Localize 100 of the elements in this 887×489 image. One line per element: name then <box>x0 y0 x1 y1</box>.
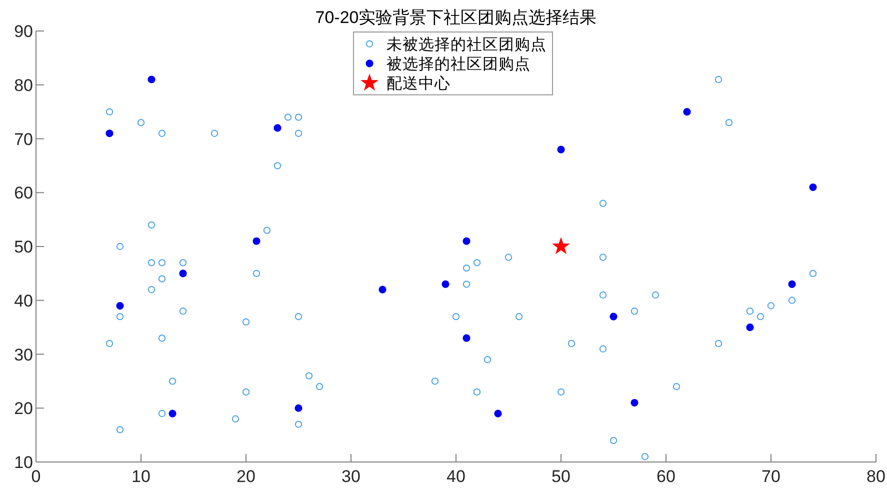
point <box>599 254 607 261</box>
point <box>610 312 618 320</box>
point <box>452 312 460 320</box>
point <box>809 270 817 278</box>
legend-label: 配送中心 <box>386 74 450 92</box>
point <box>294 130 302 137</box>
point <box>599 200 607 207</box>
point <box>378 286 386 294</box>
y-tick-label: 20 <box>14 399 33 418</box>
point <box>630 308 638 315</box>
x-tick-label: 0 <box>31 467 41 486</box>
point <box>168 410 176 418</box>
x-tick-label: 40 <box>446 467 466 486</box>
point <box>232 415 240 422</box>
point <box>158 275 166 282</box>
point <box>504 254 512 261</box>
point <box>284 114 292 121</box>
chart-title: 70-20实验背景下社区团购点选择结果 <box>315 8 597 27</box>
point <box>462 237 470 245</box>
point <box>158 410 166 418</box>
point <box>137 118 145 126</box>
point <box>809 183 817 192</box>
legend-label: 被选择的社区团购点 <box>386 54 530 73</box>
point <box>652 291 660 299</box>
y-tick-label: 90 <box>14 22 33 41</box>
point <box>294 404 302 412</box>
point <box>305 372 313 380</box>
point <box>683 108 691 116</box>
y-tick-label: 30 <box>14 345 33 364</box>
point <box>148 286 156 294</box>
point <box>462 280 470 288</box>
point <box>725 118 733 126</box>
point <box>158 334 166 342</box>
point <box>106 340 114 348</box>
point <box>179 270 187 278</box>
point <box>630 398 638 407</box>
x-tick-label: 80 <box>866 467 886 486</box>
point <box>494 410 502 418</box>
x-tick-label: 60 <box>656 467 676 486</box>
point <box>473 388 481 396</box>
point <box>179 259 187 266</box>
point <box>746 324 754 332</box>
x-tick-label: 20 <box>236 467 256 486</box>
point <box>672 382 680 390</box>
point <box>756 312 764 320</box>
point <box>148 221 156 229</box>
point <box>252 237 260 245</box>
point <box>767 302 775 310</box>
point <box>252 270 260 278</box>
x-tick-label: 50 <box>552 467 570 486</box>
point <box>294 420 302 428</box>
point <box>746 308 754 315</box>
point <box>557 146 565 154</box>
y-tick-label: 50 <box>14 238 33 256</box>
point <box>788 296 796 304</box>
point <box>462 334 470 342</box>
point <box>116 426 124 434</box>
point <box>116 242 124 250</box>
point <box>599 291 607 299</box>
point <box>148 259 156 266</box>
point <box>431 378 439 385</box>
y-tick-label: 40 <box>14 291 33 310</box>
point <box>274 162 282 170</box>
point <box>294 312 302 320</box>
point <box>462 264 470 272</box>
x-tick-label: 70 <box>762 467 780 486</box>
point <box>599 345 607 352</box>
point <box>242 388 250 396</box>
point <box>610 436 618 444</box>
point <box>116 312 124 320</box>
point <box>168 378 176 385</box>
point <box>274 124 282 132</box>
point <box>641 453 649 460</box>
point <box>714 76 722 84</box>
point <box>148 76 156 84</box>
point <box>242 318 250 326</box>
y-tick-label: 80 <box>14 76 33 95</box>
legend-label: 未被选择的社区团购点 <box>386 35 546 54</box>
x-tick-label: 10 <box>132 467 150 486</box>
point <box>263 226 271 234</box>
point <box>473 259 481 266</box>
point <box>316 382 324 390</box>
y-tick-label: 60 <box>14 184 33 203</box>
point <box>158 259 166 266</box>
point <box>106 130 114 138</box>
point <box>515 312 523 320</box>
point <box>210 130 218 137</box>
point <box>788 280 796 288</box>
point <box>557 388 565 396</box>
point <box>484 356 492 364</box>
y-tick-label: 10 <box>14 453 33 472</box>
point <box>568 340 576 348</box>
point <box>106 108 114 116</box>
x-tick-label: 30 <box>342 467 360 486</box>
point <box>158 130 166 137</box>
y-tick-label: 70 <box>14 130 33 149</box>
point <box>179 308 187 315</box>
point <box>714 340 722 348</box>
point <box>294 114 302 121</box>
point <box>116 302 124 310</box>
